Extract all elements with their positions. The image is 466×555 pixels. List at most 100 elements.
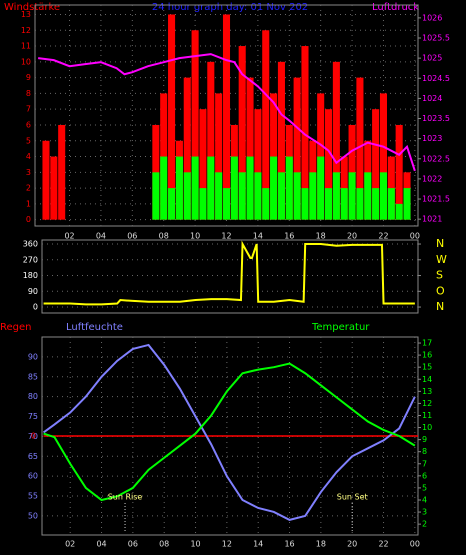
y-tick-label: 0 bbox=[26, 215, 31, 224]
x-tick-label: 02 bbox=[65, 540, 75, 549]
y2-tick-label: 1021.5 bbox=[422, 195, 450, 204]
temperature-label: Temperatur bbox=[311, 322, 370, 333]
pressure-label: Luftdruck bbox=[372, 2, 419, 13]
x-tick-label: 02 bbox=[64, 232, 74, 241]
y2-tick-label: 6 bbox=[422, 471, 427, 480]
y-tick-label: 85 bbox=[28, 372, 38, 381]
y-tick-label: 12 bbox=[21, 26, 31, 35]
y2-tick-label: 7 bbox=[422, 459, 427, 468]
y2-tick-label: 1022 bbox=[422, 174, 442, 183]
wind-bar bbox=[277, 61, 285, 220]
wind-bar bbox=[348, 172, 356, 220]
y2-tick-label: 10 bbox=[422, 423, 432, 432]
wind-bar bbox=[403, 188, 411, 220]
wind-bar bbox=[277, 172, 285, 220]
y-tick-label: 1 bbox=[26, 199, 31, 208]
wind-bar bbox=[230, 156, 238, 220]
y-tick-label: 3 bbox=[26, 168, 31, 177]
y-tick-label: 90 bbox=[28, 287, 38, 296]
y2-tick-label: 15 bbox=[422, 363, 432, 372]
wind-bar bbox=[262, 188, 270, 220]
x-tick-label: 16 bbox=[284, 232, 294, 241]
y-tick-label: 75 bbox=[28, 412, 38, 421]
x-tick-label: 18 bbox=[316, 540, 326, 549]
wind-bar bbox=[58, 124, 66, 220]
x-tick-label: 04 bbox=[96, 540, 106, 549]
y2-tick-label: 9 bbox=[422, 435, 427, 444]
wind-bar bbox=[317, 156, 325, 220]
wind-bar bbox=[387, 188, 395, 220]
wind-bar bbox=[324, 188, 333, 220]
wind-bar bbox=[199, 109, 207, 220]
y2-tick-label: 1021 bbox=[422, 215, 442, 224]
y-tick-label: 180 bbox=[23, 271, 38, 280]
wind-bar bbox=[152, 172, 160, 220]
y2-tick-label: 1023 bbox=[422, 134, 442, 143]
wind-bar bbox=[340, 188, 348, 220]
wind-bar bbox=[293, 77, 301, 220]
humidity-label: Luftfeuchte bbox=[66, 322, 123, 333]
y-tick-label: 11 bbox=[21, 42, 31, 51]
series-line bbox=[43, 240, 415, 306]
wind-bar bbox=[372, 188, 380, 220]
x-tick-label: 06 bbox=[128, 540, 138, 549]
wind-bar bbox=[262, 30, 270, 220]
y2-tick-label: 17 bbox=[422, 339, 432, 348]
wind-bar bbox=[379, 172, 387, 220]
y-tick-label: 8 bbox=[26, 89, 31, 98]
y2-tick-label: 8 bbox=[422, 447, 427, 456]
x-tick-label: 08 bbox=[159, 232, 169, 241]
annotation: Sun Rise bbox=[108, 493, 143, 502]
wind-bar bbox=[372, 109, 380, 220]
y2-tick-label: 1023.5 bbox=[422, 114, 450, 123]
wind-bar bbox=[246, 156, 254, 220]
wind-bar bbox=[332, 172, 340, 220]
wind-bar bbox=[364, 172, 372, 220]
wind-bar bbox=[183, 77, 191, 220]
x-tick-label: 22 bbox=[378, 540, 388, 549]
y-tick-label: 2 bbox=[26, 184, 31, 193]
wind-bar bbox=[395, 124, 403, 220]
y-tick-label: 13 bbox=[21, 10, 31, 19]
wind-bar bbox=[324, 109, 333, 220]
x-tick-label: 14 bbox=[253, 232, 263, 241]
wind-bar bbox=[215, 93, 223, 220]
y2-tick-label: N bbox=[436, 300, 444, 313]
y2-tick-label: 16 bbox=[422, 351, 432, 360]
series-line bbox=[38, 53, 416, 172]
x-tick-label: 20 bbox=[347, 540, 357, 549]
y2-tick-label: 1024.5 bbox=[422, 74, 450, 83]
rain-label: Regen bbox=[0, 322, 32, 333]
x-tick-label: 18 bbox=[316, 232, 326, 241]
wind-bar bbox=[175, 156, 183, 220]
y-tick-label: 80 bbox=[28, 392, 38, 401]
wind-bar bbox=[356, 188, 364, 220]
wind-bar bbox=[301, 46, 309, 220]
y2-tick-label: 1024 bbox=[422, 94, 442, 103]
y2-tick-label: 13 bbox=[422, 387, 432, 396]
x-tick-label: 06 bbox=[127, 232, 137, 241]
wind-bar bbox=[183, 172, 191, 220]
wind-bar bbox=[270, 156, 278, 220]
x-tick-label: 08 bbox=[159, 540, 169, 549]
y-tick-label: 270 bbox=[23, 255, 38, 264]
y-tick-label: 50 bbox=[28, 511, 38, 520]
y2-tick-label: 12 bbox=[422, 399, 432, 408]
wind-bar bbox=[293, 172, 301, 220]
y2-tick-label: 1025.5 bbox=[422, 34, 450, 43]
wind-bar bbox=[215, 172, 223, 220]
x-tick-label: 04 bbox=[96, 232, 106, 241]
y2-tick-label: 2 bbox=[422, 520, 427, 529]
y-tick-label: 5 bbox=[26, 136, 31, 145]
y-tick-label: 7 bbox=[26, 105, 31, 114]
wind-bar bbox=[379, 93, 387, 220]
y2-tick-label: W bbox=[436, 253, 447, 266]
y-tick-label: 70 bbox=[28, 432, 38, 441]
y2-tick-label: 3 bbox=[422, 508, 427, 517]
wind-bar bbox=[199, 188, 207, 220]
series-line bbox=[43, 362, 416, 502]
wind-bar bbox=[356, 77, 364, 220]
y-tick-label: 9 bbox=[26, 73, 31, 82]
y-tick-label: 55 bbox=[28, 492, 38, 501]
